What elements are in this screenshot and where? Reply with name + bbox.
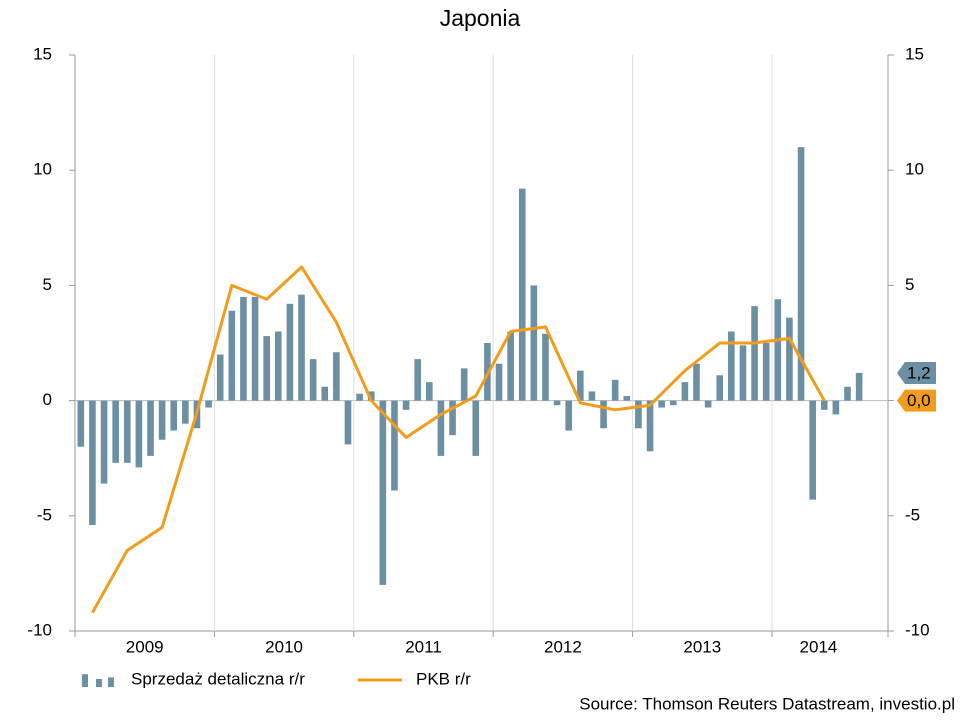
x-tick-label: 2012 xyxy=(544,637,582,656)
bar xyxy=(135,400,143,468)
bar xyxy=(228,310,236,401)
bar xyxy=(820,400,828,410)
legend-swatch xyxy=(108,677,114,687)
y2-tick-label: 10 xyxy=(905,160,924,179)
bar xyxy=(681,382,689,401)
bar xyxy=(588,391,596,401)
x-tick-label: 2009 xyxy=(126,637,164,656)
bar xyxy=(809,400,816,500)
bar xyxy=(263,336,270,401)
bar xyxy=(728,331,735,401)
bar xyxy=(704,400,712,408)
bar xyxy=(437,400,445,456)
bar xyxy=(553,400,561,406)
bar xyxy=(751,306,758,401)
bar xyxy=(577,370,584,401)
bar xyxy=(542,333,549,401)
bar xyxy=(182,400,189,424)
y-tick-label: 15 xyxy=(33,44,52,63)
bar xyxy=(251,296,259,401)
bar xyxy=(77,400,85,447)
bar xyxy=(89,400,96,526)
bar xyxy=(495,363,503,401)
bar xyxy=(333,352,340,401)
legend-swatch xyxy=(96,679,102,687)
y2-tick-label: -10 xyxy=(905,620,930,639)
chart-title: Japonia xyxy=(440,5,521,31)
y-tick-label: 5 xyxy=(43,275,52,294)
y2-tick-label: 5 xyxy=(905,275,914,294)
bar xyxy=(844,386,851,401)
bar xyxy=(158,400,166,440)
bar xyxy=(832,400,840,415)
bar xyxy=(565,400,573,431)
end-label: 0,0 xyxy=(907,391,931,410)
y-tick-label: -10 xyxy=(27,620,52,639)
bar xyxy=(379,400,387,585)
x-tick-label: 2010 xyxy=(265,637,303,656)
bar xyxy=(460,368,468,401)
end-badge xyxy=(897,389,936,412)
bar xyxy=(391,400,398,491)
bar xyxy=(797,147,805,401)
legend-label: PKB r/r xyxy=(416,669,471,688)
bar xyxy=(112,400,119,463)
legend-label: Sprzedaż detaliczna r/r xyxy=(131,669,305,688)
legend-swatch xyxy=(82,674,88,687)
bar xyxy=(344,400,352,445)
bar xyxy=(739,345,747,401)
bar xyxy=(321,386,329,401)
bar xyxy=(774,299,782,401)
bar xyxy=(658,400,665,408)
x-tick-label: 2014 xyxy=(800,637,838,656)
bar xyxy=(240,296,247,401)
bar xyxy=(786,317,793,401)
bar xyxy=(367,391,375,401)
bar xyxy=(414,359,421,401)
bar xyxy=(298,294,305,401)
bar xyxy=(623,395,631,401)
y2-tick-label: 15 xyxy=(905,44,924,63)
end-label: 1,2 xyxy=(907,363,931,382)
y-tick-label: 10 xyxy=(33,160,52,179)
bar xyxy=(762,343,770,401)
bar xyxy=(426,382,433,401)
bar xyxy=(693,363,700,401)
bar xyxy=(716,375,724,401)
bar xyxy=(286,303,294,401)
y2-tick-label: -5 xyxy=(905,505,920,524)
bar xyxy=(216,354,224,401)
bar xyxy=(274,331,282,401)
end-badge xyxy=(897,361,936,384)
bar xyxy=(518,188,526,401)
bar xyxy=(356,393,363,401)
bar xyxy=(530,285,538,401)
bar xyxy=(669,400,677,406)
bar xyxy=(309,359,317,401)
bar xyxy=(611,379,619,401)
y-tick-label: -5 xyxy=(37,505,52,524)
bar xyxy=(147,400,154,456)
bar xyxy=(472,400,480,456)
y-tick-label: 0 xyxy=(43,390,52,409)
line xyxy=(91,265,826,614)
bar xyxy=(170,400,178,431)
bar xyxy=(100,400,108,484)
source: Source: Thomson Reuters Datastream, inve… xyxy=(579,694,955,713)
bar xyxy=(449,400,456,436)
bar xyxy=(402,400,410,410)
bar xyxy=(635,400,642,429)
bar xyxy=(507,331,514,401)
x-tick-label: 2013 xyxy=(683,637,721,656)
bar xyxy=(123,400,131,463)
bar xyxy=(205,400,212,408)
bar xyxy=(600,400,607,429)
bar xyxy=(646,400,654,452)
bar xyxy=(855,372,863,401)
x-tick-label: 2011 xyxy=(405,637,442,656)
